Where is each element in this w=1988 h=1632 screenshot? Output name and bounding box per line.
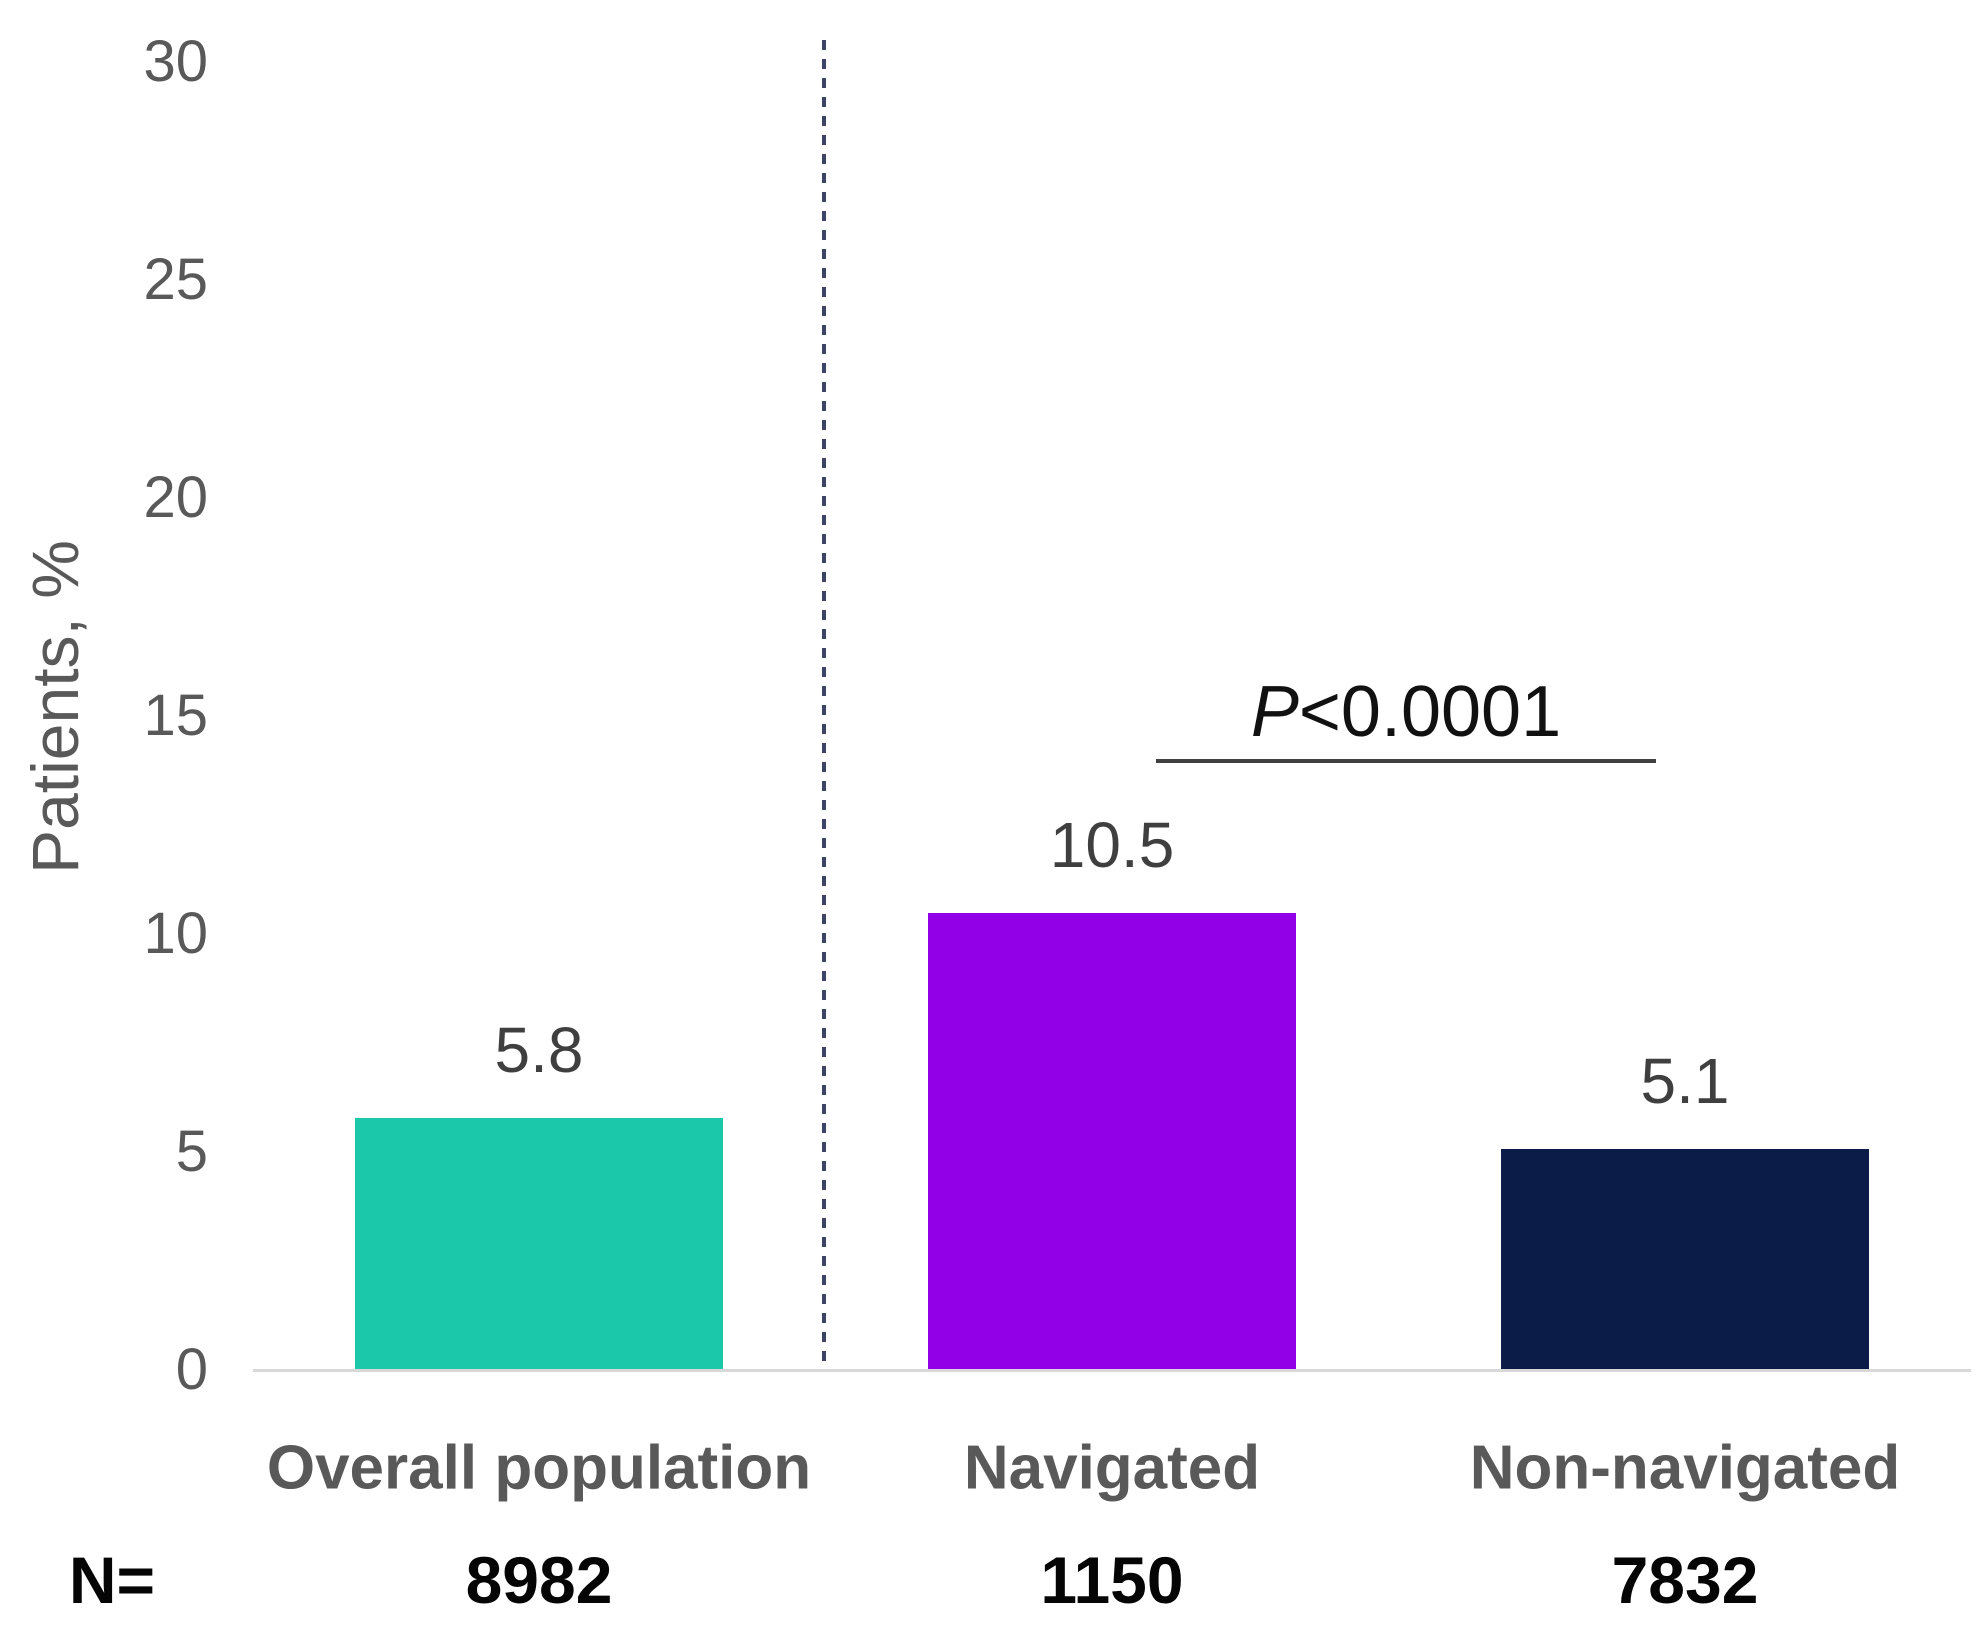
dashed-separator-line (822, 40, 826, 1371)
n-value: 8982 (465, 1543, 613, 1617)
y-tick-label: 10 (143, 900, 208, 966)
category-label-navigated: Navigated (963, 1433, 1261, 1503)
p-value-label: P<0.0001 (1156, 676, 1656, 748)
bar-value-label: 5.8 (494, 1014, 584, 1086)
y-tick-label: 0 (175, 1336, 208, 1402)
y-tick-label: 5 (175, 1118, 208, 1184)
bar-overall-population (355, 1118, 723, 1371)
x-axis-line (253, 1369, 1971, 1372)
n-equals-label: N= (68, 1543, 156, 1617)
n-value: 7832 (1611, 1543, 1759, 1617)
bar-navigated (928, 913, 1296, 1371)
y-tick-label: 25 (143, 246, 208, 312)
y-tick-label: 15 (143, 682, 208, 748)
p-value-number: <0.0001 (1298, 672, 1562, 752)
category-label-overall-population: Overall population (266, 1433, 812, 1503)
n-value: 1150 (1040, 1543, 1184, 1617)
bar-value-label: 10.5 (1049, 809, 1175, 881)
p-value-symbol: P (1250, 672, 1299, 752)
significance-line (1156, 759, 1656, 763)
bar-value-label: 5.1 (1640, 1045, 1730, 1117)
y-tick-label: 20 (143, 464, 208, 530)
category-label-non-navigated: Non-navigated (1469, 1433, 1901, 1503)
y-tick-label: 30 (143, 28, 208, 94)
bar-non-navigated (1501, 1149, 1869, 1371)
